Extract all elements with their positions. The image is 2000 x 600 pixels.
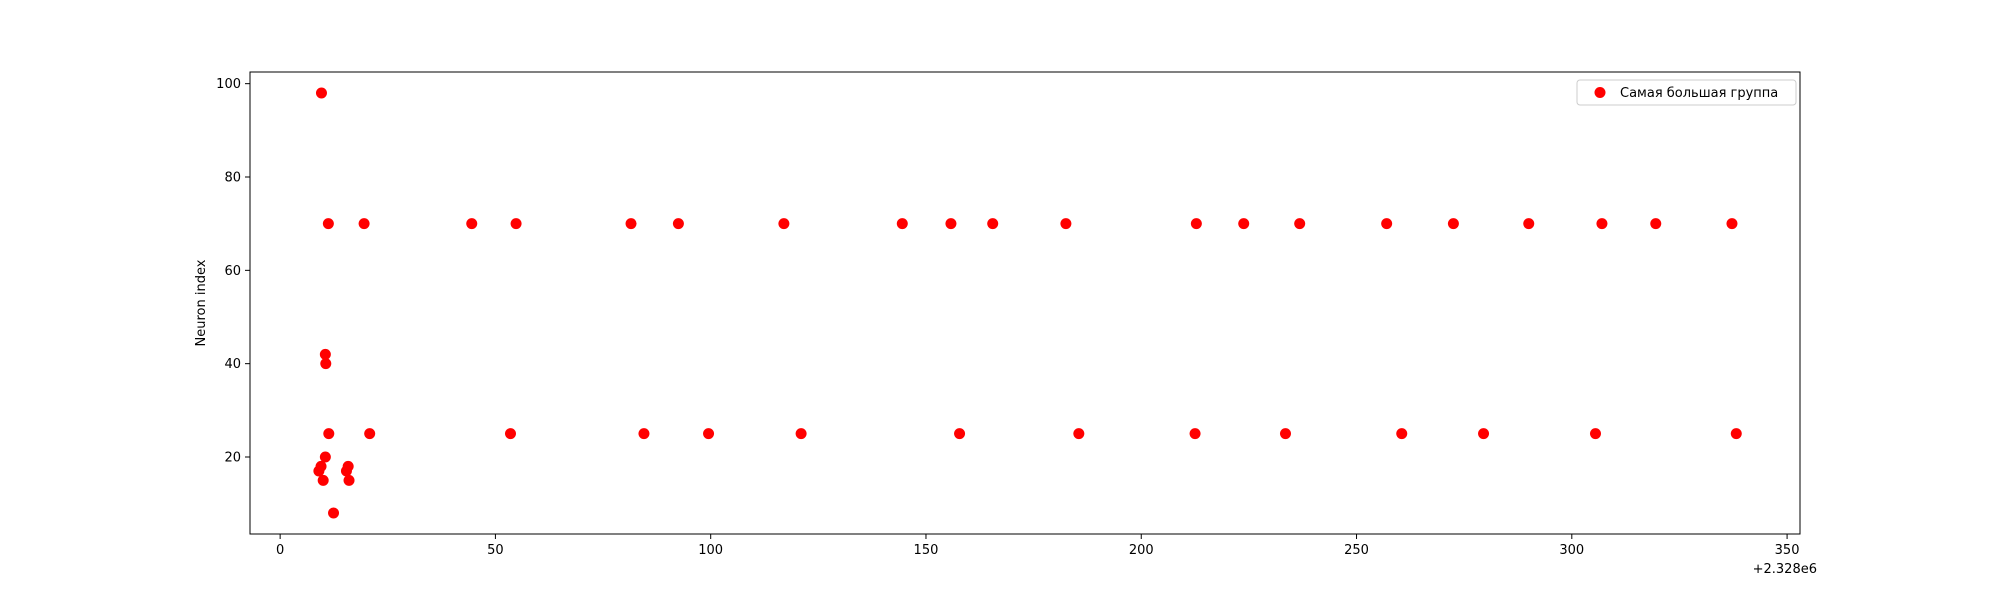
data-point	[778, 218, 790, 230]
data-point	[795, 428, 807, 440]
data-point	[954, 428, 966, 440]
data-point	[466, 218, 478, 230]
x-tick-label: 350	[1775, 543, 1800, 558]
data-point	[315, 87, 327, 99]
x-tick-label: 250	[1344, 543, 1369, 558]
data-point	[896, 218, 908, 230]
data-point	[1596, 218, 1608, 230]
data-point	[1238, 218, 1250, 230]
legend-box	[1576, 79, 1797, 106]
data-point	[342, 460, 354, 472]
legend: Самая большая группа	[1576, 79, 1797, 106]
points-layer	[313, 87, 1742, 519]
data-point	[1279, 428, 1291, 440]
y-tick-label: 80	[224, 171, 241, 186]
data-point	[320, 358, 332, 370]
y-tick-label: 100	[216, 77, 241, 92]
data-point	[1589, 428, 1601, 440]
data-point	[1190, 218, 1202, 230]
data-point	[1396, 428, 1408, 440]
x-axis-offset-label: +2.328e6	[1753, 562, 1817, 577]
x-tick-label: 0	[276, 543, 284, 558]
data-point	[322, 218, 334, 230]
y-tick-label: 60	[224, 264, 241, 279]
legend-marker	[1594, 87, 1606, 98]
y-axis: 20 40 60 80 100	[216, 77, 250, 466]
data-point	[328, 507, 340, 519]
data-point	[1447, 218, 1459, 230]
data-point	[510, 218, 522, 230]
data-point	[1730, 428, 1742, 440]
data-point	[1523, 218, 1535, 230]
data-point	[1189, 428, 1201, 440]
data-point	[364, 428, 376, 440]
data-point	[672, 218, 684, 230]
x-tick-label: 50	[487, 543, 504, 558]
data-point	[323, 428, 335, 440]
data-point	[1726, 218, 1738, 230]
data-point	[315, 460, 327, 472]
data-point	[1650, 218, 1662, 230]
data-point	[319, 348, 331, 360]
y-tick-label: 20	[224, 451, 241, 466]
data-point	[1060, 218, 1072, 230]
data-point	[1294, 218, 1306, 230]
data-point	[638, 428, 650, 440]
data-point	[343, 474, 355, 486]
data-point	[625, 218, 637, 230]
x-tick-label: 100	[698, 543, 723, 558]
x-axis: 0 50 100 150 200 250 300 350	[276, 534, 1799, 558]
legend-label: Самая большая группа	[1620, 86, 1778, 101]
data-point	[1478, 428, 1490, 440]
plot-frame	[249, 71, 1801, 535]
data-point	[358, 218, 370, 230]
y-tick-label: 40	[224, 357, 241, 372]
x-tick-label: 150	[914, 543, 939, 558]
data-point	[1381, 218, 1393, 230]
data-point	[319, 451, 331, 463]
data-point	[1073, 428, 1085, 440]
data-point	[317, 474, 329, 486]
data-point	[703, 428, 715, 440]
y-axis-label: Neuron index	[194, 259, 209, 346]
x-tick-label: 300	[1559, 543, 1584, 558]
data-point	[987, 218, 999, 230]
data-point	[945, 218, 957, 230]
x-tick-label: 200	[1129, 543, 1154, 558]
data-point	[504, 428, 516, 440]
